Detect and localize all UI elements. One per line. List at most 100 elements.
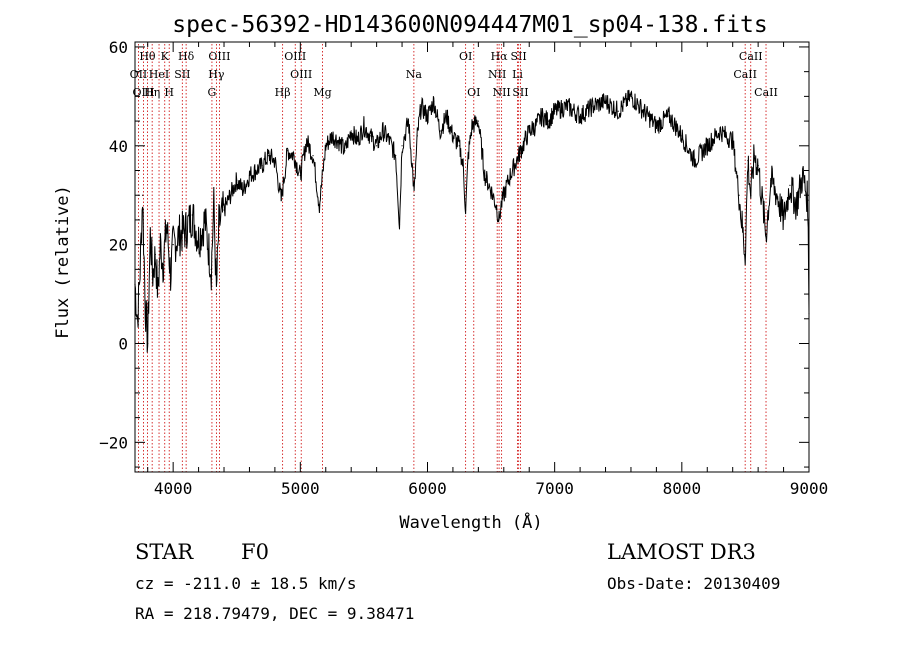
flux-point — [337, 140, 340, 142]
flux-point — [376, 145, 378, 147]
object-subclass: F0 — [241, 540, 269, 564]
flux-point — [668, 115, 670, 117]
flux-point — [395, 155, 397, 157]
y-tick-label: 0 — [118, 334, 128, 353]
y-tick-label: 20 — [109, 236, 128, 255]
flux-point — [498, 219, 500, 221]
flux-point — [467, 155, 469, 157]
flux-point — [142, 194, 144, 196]
flux-point — [458, 145, 460, 147]
flux-point — [490, 189, 492, 191]
flux-point — [750, 194, 752, 196]
flux-point — [802, 174, 804, 177]
line-marker-label: OII — [130, 68, 148, 81]
flux-point — [398, 224, 401, 226]
flux-point — [765, 234, 767, 236]
flux-point — [261, 164, 263, 167]
flux-point — [719, 130, 721, 132]
axes: 4000 5000 6000 7000 8000 9000 −20 0 20 40 60 — [99, 38, 828, 498]
flux-point — [706, 145, 708, 147]
line-marker-label: K — [161, 50, 170, 63]
flux-point — [782, 219, 785, 221]
flux-point — [293, 155, 295, 157]
flux-point — [465, 209, 467, 211]
flux-point — [178, 234, 181, 236]
flux-point — [452, 135, 454, 137]
flux-point — [229, 194, 231, 196]
x-axis-label: Wavelength (Å) — [399, 511, 542, 533]
line-marker-label: Hθ — [139, 50, 156, 63]
flux-point — [732, 140, 734, 142]
flux-point — [170, 273, 172, 275]
flux-point — [554, 110, 556, 112]
line-marker-label: Hγ — [208, 68, 225, 81]
flux-point — [789, 184, 791, 186]
flux-point — [471, 125, 473, 127]
flux-point — [274, 160, 276, 162]
flux-point — [509, 174, 511, 177]
flux-point — [770, 179, 772, 181]
flux-point — [566, 105, 568, 107]
flux-point — [157, 293, 159, 295]
flux-point — [744, 253, 746, 256]
x-tick-label: 4000 — [154, 479, 193, 498]
x-tick-label: 5000 — [281, 479, 320, 498]
flux-point — [579, 115, 581, 117]
flux-point — [753, 155, 755, 157]
line-marker-label: SII — [174, 68, 190, 81]
line-marker-label: Hα — [491, 50, 509, 63]
flux-point — [144, 303, 146, 305]
line-marker-label: SII — [512, 86, 528, 99]
flux-point — [388, 140, 390, 142]
flux-point — [541, 115, 543, 117]
flux-point — [757, 164, 759, 167]
line-marker-label: CaII — [733, 68, 757, 81]
flux-point — [331, 135, 333, 137]
flux-point — [495, 204, 497, 206]
line-marker-label: Hη — [144, 86, 160, 99]
flux-point — [215, 293, 217, 295]
flux-point — [693, 160, 696, 162]
flux-point — [655, 125, 657, 127]
flux-point — [218, 224, 220, 226]
flux-point — [807, 199, 809, 201]
flux-point — [166, 224, 168, 226]
flux-point — [363, 125, 365, 127]
flux-point — [369, 135, 371, 137]
flux-point — [204, 219, 206, 221]
flux-point — [325, 145, 327, 147]
flux-point — [382, 130, 384, 132]
line-marker-label: Li — [512, 68, 523, 81]
chart-title: spec-56392-HD143600N094447M01_sp04-138.f… — [172, 12, 767, 38]
flux-point — [433, 100, 435, 102]
line-marker-label: OIII — [284, 50, 306, 63]
flux-point — [159, 244, 162, 246]
line-marker-label: SII — [511, 50, 527, 63]
obs-date: Obs-Date: 20130409 — [607, 574, 780, 593]
flux-point — [248, 174, 251, 177]
flux-point — [484, 174, 486, 177]
flux-point — [500, 204, 502, 206]
flux-point — [312, 155, 314, 157]
x-tick-label: 6000 — [408, 479, 447, 498]
flux-point — [401, 145, 403, 147]
line-marker-label: Mg — [313, 86, 331, 99]
flux-point — [242, 189, 244, 191]
flux-point — [213, 204, 215, 206]
flux-point — [191, 214, 193, 216]
line-marker-label: CaII — [739, 50, 763, 63]
redshift-text: cz = -211.0 ± 18.5 km/s — [135, 574, 357, 593]
line-marker-label: Na — [406, 68, 423, 81]
line-marker-label: G — [208, 86, 217, 99]
flux-point — [420, 105, 422, 107]
flux-line — [134, 89, 810, 353]
flux-point — [411, 164, 413, 167]
flux-point — [344, 150, 346, 152]
flux-point — [318, 204, 320, 206]
flux-point — [747, 160, 749, 162]
flux-point — [503, 194, 505, 196]
flux-point — [592, 105, 594, 107]
line-marker-label: NII — [488, 68, 506, 81]
